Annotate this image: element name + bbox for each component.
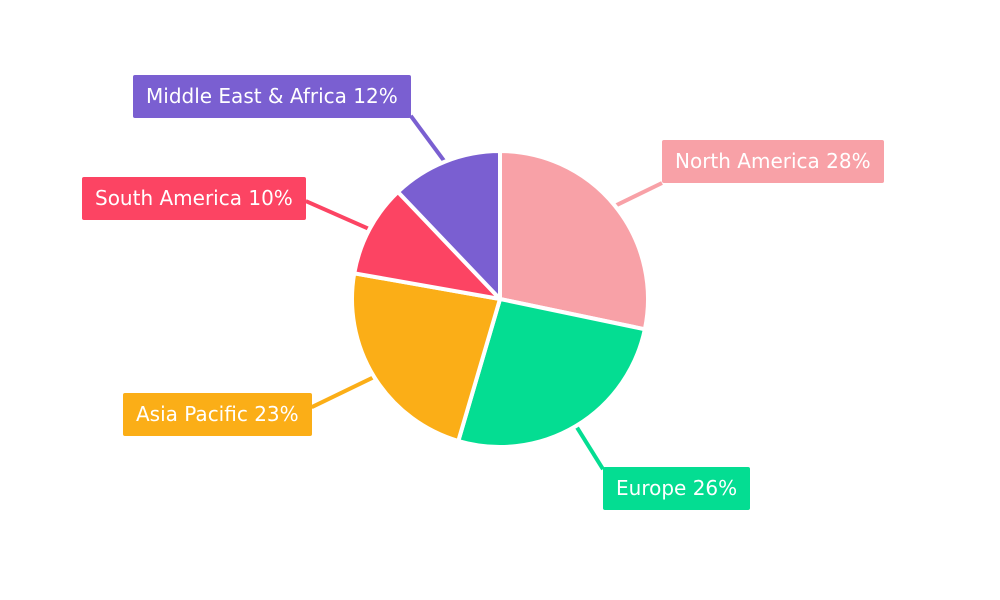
slice-label-asia-pacific: Asia Pacific 23% — [123, 393, 312, 436]
pie-slice-asia-pacific[interactable] — [350, 271, 502, 443]
pie-slice-europe[interactable] — [456, 297, 647, 449]
leader-lines-group — [304, 114, 663, 471]
pie-slice-south-america[interactable] — [352, 189, 502, 301]
leader-line-south-america — [304, 199, 372, 232]
leader-line-europe — [573, 424, 605, 471]
pie-slice-north-america[interactable] — [498, 149, 650, 332]
slice-label-europe: Europe 26% — [603, 467, 751, 510]
slice-label-middle-east-africa: Middle East & Africa 12% — [133, 75, 411, 118]
pie-slice-middle-east-africa[interactable] — [395, 149, 502, 301]
slice-label-south-america: South America 10% — [82, 177, 306, 220]
leader-line-north-america — [613, 181, 663, 209]
pie-slices-group — [350, 149, 650, 449]
leader-line-middle-east-africa — [409, 114, 447, 164]
slice-label-north-america: North America 28% — [662, 140, 884, 183]
leader-line-asia-pacific — [310, 374, 376, 409]
